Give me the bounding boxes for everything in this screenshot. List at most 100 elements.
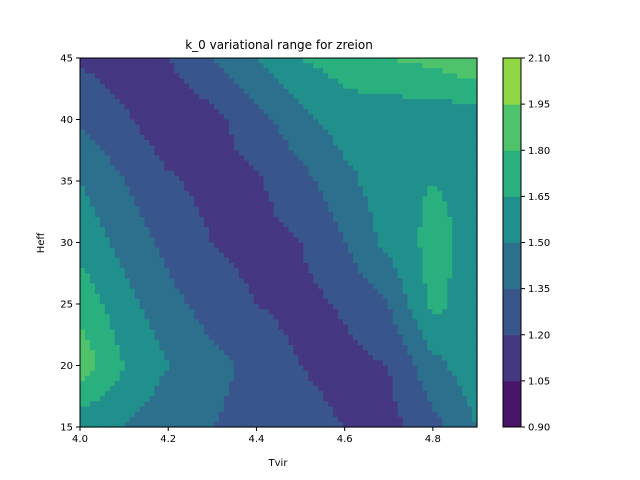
contour-cell [347,155,354,162]
contour-cell [119,206,126,213]
contour-cell [367,129,374,136]
contour-cell [343,345,349,351]
contour-cell [457,63,463,69]
contour-cell [139,283,146,290]
contour-cell [372,114,379,121]
contour-cell [278,345,285,351]
contour-cell [357,104,364,110]
contour-cell [352,63,359,69]
contour-cell [144,160,151,167]
contour-cell [422,104,428,110]
contour-cell [447,334,453,341]
contour-cell [303,186,309,192]
contour-cell [387,78,394,85]
contour-cell [288,293,294,300]
contour-cell [114,252,121,259]
contour-cell [114,263,121,269]
contour-cell [218,345,225,351]
contour-cell [298,175,304,182]
contour-cell [223,134,230,141]
contour-cell [328,160,334,167]
contour-cell [129,78,136,85]
contour-cell [169,350,175,356]
contour-cell [263,206,270,213]
contour-cell [213,232,220,238]
contour-cell [293,370,299,377]
contour-cell [273,150,280,156]
contour-cell [258,355,265,361]
contour-cell [407,201,414,208]
contour-cell [144,191,151,197]
contour-cell [179,78,185,85]
contour-cell [407,293,414,300]
contour-cell [303,181,309,187]
contour-cell [253,129,260,136]
contour-cell [427,360,433,367]
contour-cell [114,99,121,105]
contour-cell [333,99,339,105]
contour-cell [452,170,458,177]
contour-cell [248,104,255,110]
contour-cell [119,93,126,100]
contour-cell [333,232,339,238]
contour-cell [228,68,235,74]
contour-cell [179,150,185,156]
contour-cell [109,206,116,213]
contour-cell [273,58,280,64]
contour-cell [179,216,185,223]
contour-cell [362,114,369,121]
contour-cell [447,63,453,69]
contour-cell [164,196,170,203]
contour-cell [139,155,146,162]
contour-cell [94,211,101,218]
contour-cell [124,68,131,74]
contour-cell [412,273,419,279]
contour-cell [149,319,156,326]
contour-cell [343,252,349,259]
contour-cell [308,237,314,244]
contour-cell [253,216,260,223]
contour-cell [243,350,250,356]
contour-cell [427,83,433,90]
contour-cell [397,88,404,95]
contour-cell [209,145,215,151]
contour-cell [308,186,314,192]
contour-cell [174,319,180,326]
contour-cell [273,329,280,336]
contour-cell [278,365,285,372]
contour-cell [372,129,379,136]
contour-cell [422,155,428,162]
contour-cell [273,370,280,377]
contour-cell [273,263,280,269]
contour-cell [298,257,304,264]
contour-cell [104,324,111,331]
contour-cell [248,140,255,146]
contour-cell [80,216,86,223]
contour-cell [218,134,225,141]
contour-cell [223,216,230,223]
contour-cell [447,119,453,126]
contour-cell [397,350,404,356]
contour-cell [412,201,419,208]
contour-cell [228,268,235,274]
contour-cell [114,68,121,74]
contour-cell [452,273,458,279]
contour-cell [402,124,409,131]
contour-cell [452,304,458,310]
contour-cell [124,114,131,121]
contour-cell [402,345,409,351]
contour-cell [442,278,448,285]
contour-cell [124,273,131,279]
contour-cell [402,257,409,264]
contour-cell [144,170,151,177]
contour-cell [392,134,399,141]
contour-cell [174,365,180,372]
contour-cell [402,196,409,203]
contour-cell [89,175,96,182]
contour-cell [253,206,260,213]
contour-cell [109,165,116,172]
contour-cell [318,155,324,162]
contour-cell [129,83,136,90]
contour-cell [417,88,424,95]
contour-cell [422,196,428,203]
